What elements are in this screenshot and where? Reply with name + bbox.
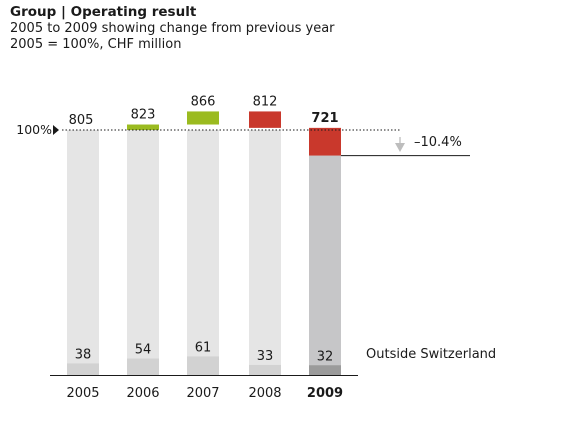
x-tick-label-2008: 2008 bbox=[248, 386, 281, 401]
x-tick-label-2005: 2005 bbox=[66, 386, 99, 401]
outside-switzerland-label-2006: 54 bbox=[135, 343, 152, 358]
total-value-label-2008: 812 bbox=[253, 94, 278, 109]
outside-switzerland-series-label: Outside Switzerland bbox=[366, 347, 496, 362]
outside-switzerland-bar-2007 bbox=[187, 356, 219, 375]
total-value-label-2007: 866 bbox=[191, 94, 216, 109]
outside-switzerland-label-2009: 32 bbox=[317, 349, 334, 364]
reference-label: 100% bbox=[16, 122, 52, 137]
outside-switzerland-bar-2005 bbox=[67, 363, 99, 375]
x-tick-label-2006: 2006 bbox=[126, 386, 159, 401]
total-value-label-2009: 721 bbox=[311, 111, 338, 126]
total-bar-2006 bbox=[127, 130, 159, 375]
outside-switzerland-label-2007: 61 bbox=[195, 340, 212, 355]
outside-switzerland-bar-2006 bbox=[127, 358, 159, 375]
total-bar-2008 bbox=[249, 130, 281, 375]
change-segment-2006 bbox=[127, 124, 159, 130]
change-segment-2009 bbox=[309, 127, 341, 156]
total-bar-2009 bbox=[309, 155, 341, 375]
outside-switzerland-bar-2009 bbox=[309, 365, 341, 375]
x-tick-label-2009: 2009 bbox=[307, 386, 343, 401]
outside-switzerland-bar-2008 bbox=[249, 364, 281, 375]
chart-subtitle-line-1: 2005 to 2009 showing change from previou… bbox=[10, 21, 335, 36]
total-bar-2007 bbox=[187, 130, 219, 375]
chart-subtitle-line-2: 2005 = 100%, CHF million bbox=[10, 37, 182, 52]
outside-switzerland-label-2005: 38 bbox=[75, 347, 92, 362]
total-value-label-2006: 823 bbox=[131, 108, 156, 123]
reference-marker-icon bbox=[53, 125, 59, 135]
change-segment-2007 bbox=[187, 111, 219, 125]
chart-title: Group | Operating result bbox=[10, 4, 197, 20]
change-segment-2008 bbox=[249, 111, 281, 128]
change-label: –10.4% bbox=[414, 135, 462, 150]
total-value-label-2005: 805 bbox=[69, 113, 94, 128]
outside-switzerland-label-2008: 33 bbox=[257, 349, 274, 364]
total-bar-2005 bbox=[67, 130, 99, 375]
x-tick-label-2007: 2007 bbox=[186, 386, 219, 401]
down-arrow-icon bbox=[395, 143, 405, 152]
